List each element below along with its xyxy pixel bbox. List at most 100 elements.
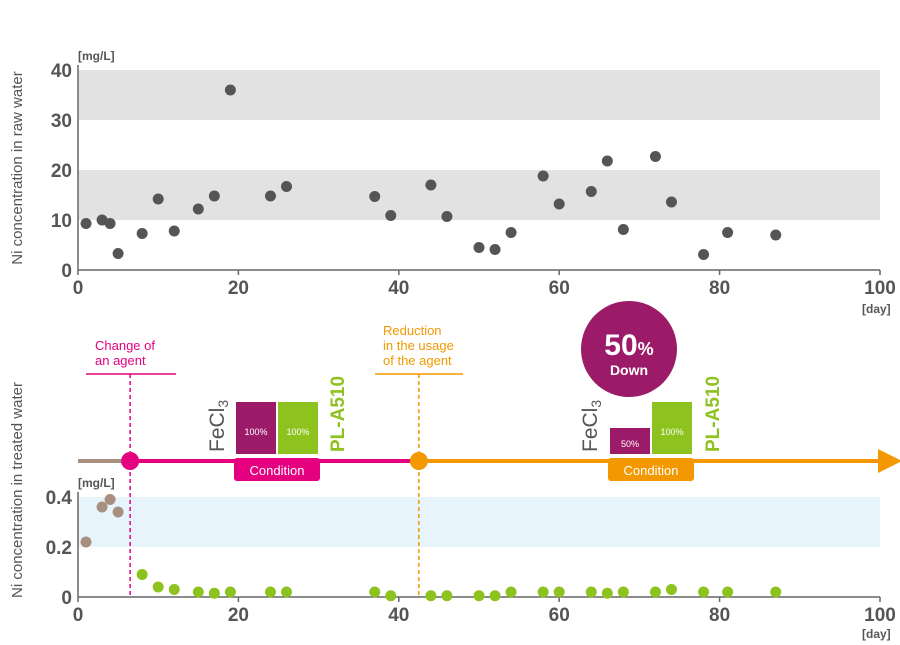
raw-water-point [112, 248, 124, 259]
condition-tag-2 [608, 458, 694, 481]
treated-water-point [425, 590, 437, 602]
raw-water-point [224, 84, 236, 96]
treated-water-point [80, 536, 92, 548]
condition-after-reduction: FeCl3 50% 100% PL-A510 Condition [579, 376, 724, 481]
raw-water-point [136, 228, 148, 239]
timeline-arrow-head [878, 449, 900, 473]
raw-water-x-ticks: 0 20 40 60 80 100 [73, 270, 896, 299]
raw-water-point [425, 179, 437, 191]
pl-a510-dosage-bar-1 [278, 402, 318, 454]
raw-water-panel: 0 10 20 30 40 0 20 40 60 80 100 [mg/L] [day] Ni c… [9, 49, 896, 316]
treated-water-x-tick: 40 [388, 605, 409, 626]
raw-water-point [617, 224, 629, 235]
raw-water-point [585, 186, 597, 197]
condition-tag-label-1: Condition [250, 463, 305, 478]
raw-water-band-2 [78, 70, 880, 120]
raw-water-point [192, 203, 204, 215]
treated-water-x-unit: [day] [862, 627, 891, 641]
raw-water-point [168, 225, 180, 237]
pl-a510-dosage-bar-2 [652, 402, 692, 454]
raw-water-point [770, 229, 782, 241]
pl-a510-dosage-value-1: 100% [286, 427, 309, 437]
agent-change-label-line-1: Change of [95, 338, 155, 353]
condition-before-reduction: FeCl3 100% 100% PL-A510 Condition [206, 376, 349, 481]
treated-water-point [224, 586, 236, 598]
raw-water-x-tick: 0 [73, 278, 84, 299]
treated-water-point [281, 586, 293, 598]
raw-water-point [553, 198, 565, 210]
raw-water-point [698, 249, 710, 260]
treated-water-point [473, 590, 485, 602]
pl-a510-dosage-value-2: 100% [660, 427, 683, 437]
treated-water-y-unit: [mg/L] [78, 476, 115, 490]
raw-water-point [264, 190, 276, 202]
raw-water-y-tick: 20 [51, 161, 72, 182]
raw-water-points [80, 84, 782, 260]
treated-water-point [152, 581, 164, 593]
raw-water-point [649, 151, 661, 162]
treated-water-y-tick: 0.2 [46, 538, 72, 559]
raw-water-point [505, 227, 517, 238]
reduction-badge-sub: Down [610, 362, 648, 378]
treatment-timeline: Change of an agent Reduction in the usag… [78, 301, 900, 597]
treated-water-point [585, 586, 597, 598]
treated-water-y-tick: 0 [61, 588, 72, 609]
raw-water-point [441, 211, 453, 222]
treated-water-point [96, 501, 108, 513]
raw-water-y-tick: 10 [51, 211, 72, 232]
treated-water-point [698, 586, 710, 598]
treated-water-band [78, 497, 880, 547]
treated-water-band-rect [78, 497, 880, 547]
raw-water-point [489, 244, 501, 255]
raw-water-point [369, 191, 381, 202]
raw-water-y-tick: 40 [51, 61, 72, 82]
treated-water-point [136, 569, 148, 580]
treated-water-point [601, 587, 613, 599]
fecl3-dosage-bar-2 [610, 428, 650, 454]
raw-water-point [281, 181, 293, 192]
reduction-label-line-3: of the agent [383, 353, 452, 368]
raw-water-point [152, 193, 164, 205]
treated-water-x-tick: 100 [864, 605, 896, 626]
fecl3-dosage-value-1: 100% [244, 427, 267, 437]
treated-water-y-label: Ni concentration in treated water [9, 382, 26, 598]
condition-tag-label-2: Condition [624, 463, 679, 478]
raw-water-x-tick: 100 [864, 278, 896, 299]
fecl3-label-2: FeCl3 [579, 400, 604, 452]
treated-water-point [208, 587, 220, 599]
treated-water-x-ticks: 0 20 40 60 80 100 [73, 597, 896, 626]
pl-a510-label-1: PL-A510 [328, 376, 349, 452]
treated-water-x-tick: 60 [549, 605, 570, 626]
raw-water-point [208, 190, 220, 202]
reduction-badge-value: 50% [604, 329, 653, 362]
treated-water-point [168, 584, 180, 595]
reduction-badge: 50% Down [581, 301, 677, 397]
raw-water-x-tick: 60 [549, 278, 570, 299]
treated-water-point [537, 586, 549, 598]
treated-water-point [192, 586, 204, 598]
reduction-badge-circle [581, 301, 677, 397]
fecl3-dosage-value-2: 50% [621, 439, 639, 449]
raw-water-x-unit: [day] [862, 302, 891, 316]
reduction-label-line-1: Reduction [383, 323, 442, 338]
reduction-label-line-2: in the usage [383, 338, 454, 353]
raw-water-point [473, 242, 485, 253]
treated-water-point [722, 586, 734, 598]
treated-water-points [80, 494, 782, 602]
treated-water-x-tick: 0 [73, 605, 84, 626]
treated-water-point [770, 586, 782, 598]
treated-water-point [369, 586, 381, 598]
agent-change-label-line-2: an agent [95, 353, 146, 368]
raw-water-point [80, 218, 92, 229]
raw-water-point [665, 196, 677, 208]
treated-water-point [649, 586, 661, 598]
raw-water-x-tick: 80 [709, 278, 730, 299]
raw-water-y-tick: 0 [61, 261, 72, 282]
raw-water-x-tick: 40 [388, 278, 409, 299]
treated-water-point [665, 584, 677, 595]
treated-water-panel: 0 0.2 0.4 0 20 40 60 80 100 [mg/L] [day] Ni con… [9, 382, 896, 641]
treated-water-point [104, 494, 116, 505]
condition-tag-1 [234, 458, 320, 481]
raw-water-point [104, 218, 116, 229]
